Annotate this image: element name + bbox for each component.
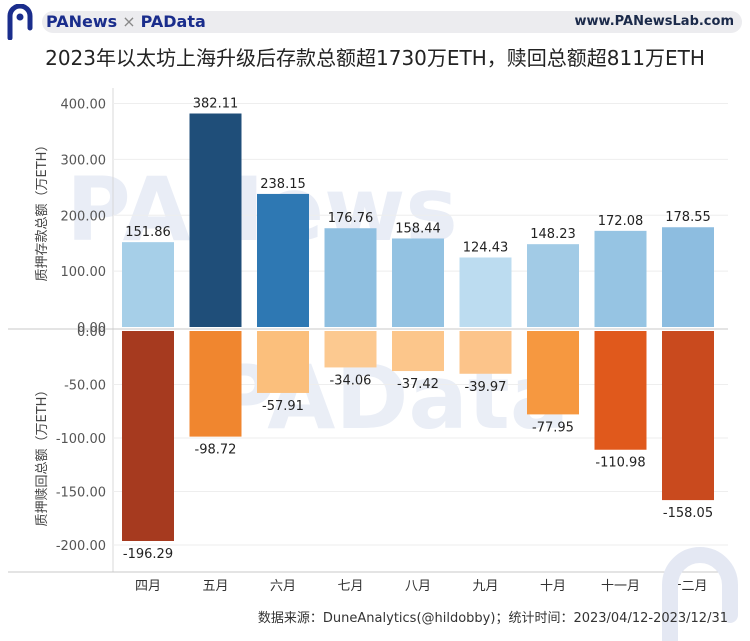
deposit-bar bbox=[392, 238, 444, 327]
withdrawal-bar bbox=[662, 331, 714, 501]
withdrawal-value-label: -77.95 bbox=[532, 420, 574, 435]
deposit-value-label: 148.23 bbox=[530, 227, 576, 242]
deposit-value-label: 124.43 bbox=[463, 240, 509, 255]
brand-text: PANews × PAData bbox=[46, 12, 206, 32]
withdrawal-bar bbox=[459, 331, 512, 374]
deposit-value-label: 382.11 bbox=[193, 97, 239, 112]
x-tick-label: 四月 bbox=[135, 579, 161, 594]
bottom-y-axis-label: 质押赎回总额（万ETH） bbox=[35, 384, 50, 527]
deposit-value-label: 151.86 bbox=[125, 225, 171, 240]
withdrawal-value-label: -98.72 bbox=[195, 443, 237, 458]
brand-cross: × bbox=[122, 12, 136, 31]
x-tick-label: 六月 bbox=[270, 579, 296, 594]
bottom-y-tick-label: 0.00 bbox=[77, 325, 106, 340]
x-tick-label: 十一月 bbox=[601, 579, 640, 594]
x-tick-label: 九月 bbox=[472, 579, 498, 594]
chart-title: 2023年以太坊上海升级后存款总额超1730万ETH，赎回总额超811万ETH bbox=[45, 46, 705, 70]
top-y-tick-label: 400.00 bbox=[61, 98, 107, 113]
site-url[interactable]: www.PANewsLab.com bbox=[574, 14, 734, 29]
top-y-axis-label: 质押存款总额（万ETH） bbox=[35, 139, 50, 282]
bottom-y-tick-label: -100.00 bbox=[56, 432, 106, 447]
corner-logo-icon bbox=[662, 547, 738, 641]
bottom-y-tick-label: -50.00 bbox=[64, 378, 106, 393]
withdrawal-value-label: -57.91 bbox=[262, 399, 304, 414]
deposit-bar bbox=[189, 113, 242, 327]
withdrawal-bar bbox=[189, 331, 242, 437]
withdrawal-value-label: -37.42 bbox=[397, 377, 439, 392]
withdrawal-bar bbox=[257, 331, 309, 393]
deposit-bar bbox=[324, 228, 377, 327]
x-tick-label: 八月 bbox=[405, 579, 431, 594]
withdrawal-value-label: -158.05 bbox=[663, 506, 713, 521]
withdrawal-value-label: -196.29 bbox=[123, 547, 173, 562]
deposit-bar bbox=[527, 244, 579, 327]
top-y-tick-label: 100.00 bbox=[61, 265, 107, 280]
deposit-value-label: 172.08 bbox=[598, 214, 644, 229]
brand-left: PANews bbox=[46, 12, 118, 31]
x-tick-label: 五月 bbox=[202, 579, 228, 594]
withdrawal-bar bbox=[594, 331, 647, 450]
bottom-y-tick-label: -200.00 bbox=[56, 539, 106, 554]
deposit-bar bbox=[122, 242, 174, 327]
bottom-y-tick-label: -150.00 bbox=[56, 485, 106, 500]
withdrawal-bar bbox=[122, 331, 174, 541]
withdrawal-bar bbox=[527, 331, 579, 415]
brand-bar bbox=[42, 11, 742, 33]
withdrawal-value-label: -39.97 bbox=[465, 380, 507, 395]
x-tick-label: 十月 bbox=[540, 579, 566, 594]
withdrawal-value-label: -34.06 bbox=[330, 373, 372, 388]
deposit-bar bbox=[662, 227, 714, 327]
header: PANews × PAData www.PANewsLab.com bbox=[0, 0, 750, 44]
x-tick-label: 十二月 bbox=[668, 579, 707, 594]
top-y-tick-label: 300.00 bbox=[61, 153, 107, 168]
withdrawal-bar bbox=[392, 331, 444, 372]
withdrawal-value-label: -110.98 bbox=[595, 456, 645, 471]
deposit-bar bbox=[459, 257, 512, 327]
x-tick-label: 七月 bbox=[337, 579, 363, 594]
deposit-bar bbox=[594, 230, 647, 327]
deposit-value-label: 176.76 bbox=[328, 211, 374, 226]
top-y-tick-label: 200.00 bbox=[61, 209, 107, 224]
panews-logo-icon bbox=[7, 4, 33, 40]
brand-right: PAData bbox=[140, 12, 206, 31]
source-note: 数据来源：DuneAnalytics(@hildobby)；统计时间：2023/… bbox=[257, 611, 728, 626]
deposit-bar bbox=[257, 193, 309, 327]
deposit-value-label: 158.44 bbox=[395, 221, 441, 236]
deposit-value-label: 178.55 bbox=[665, 210, 711, 225]
deposit-value-label: 238.15 bbox=[260, 177, 306, 192]
withdrawal-bar bbox=[324, 331, 377, 368]
top-y-tick-label: 0.00 bbox=[77, 321, 106, 336]
